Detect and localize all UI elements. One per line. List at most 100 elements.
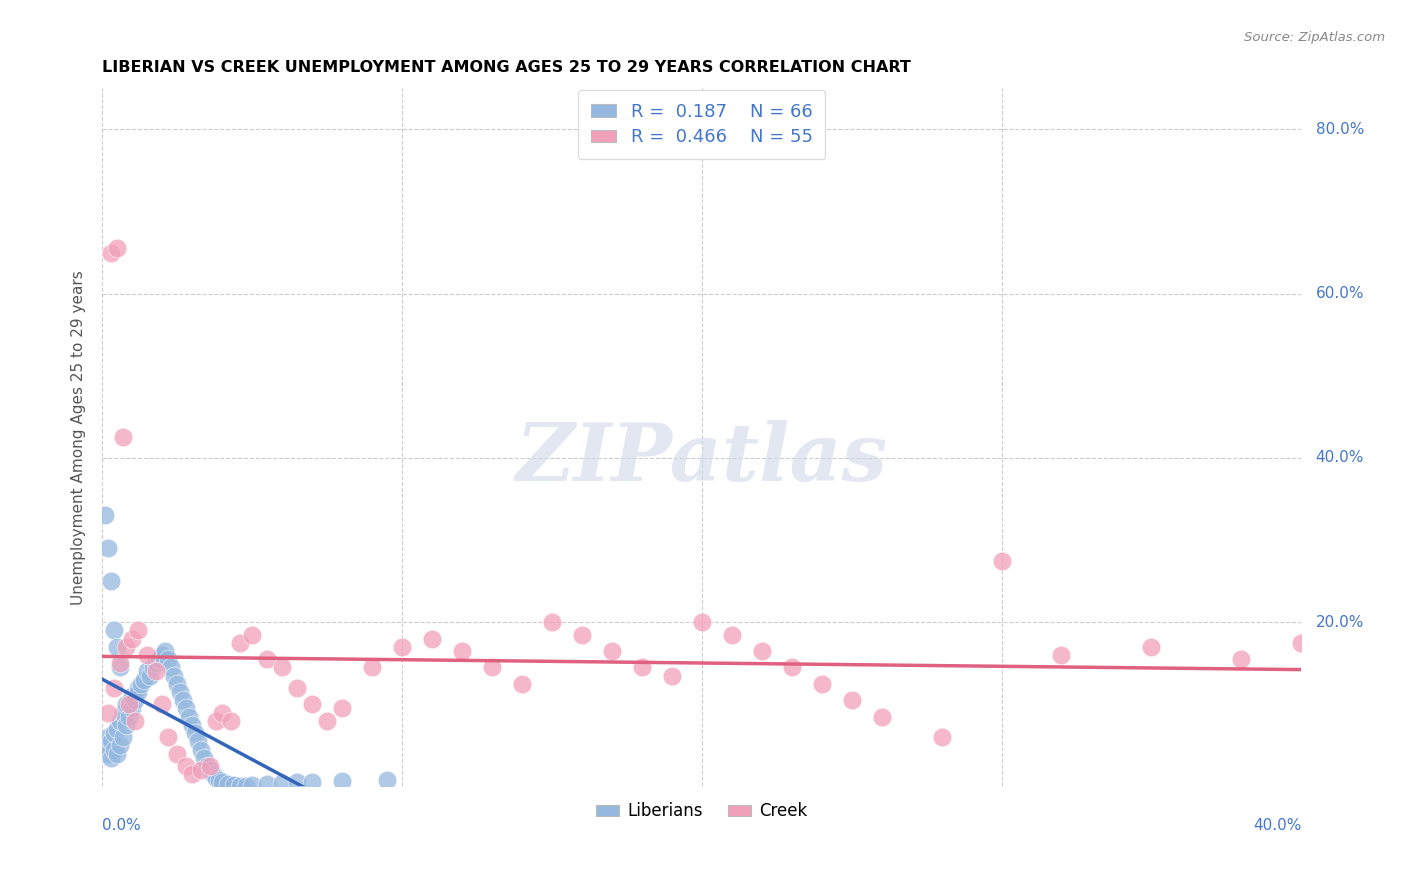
Point [121,701,143,715]
Point [391,640,413,654]
Point [361,660,384,674]
Point [150,698,173,712]
Point [150,648,173,662]
Point [108,739,131,753]
Point [97,747,120,761]
Point [139,668,162,682]
Text: ZIPatlas: ZIPatlas [516,419,887,497]
Point [205,772,228,786]
Point [136,648,159,662]
Point [169,685,191,699]
Point [198,763,221,777]
Point [301,774,323,789]
Point [129,677,152,691]
Point [148,652,170,666]
Point [100,750,122,764]
Point [121,632,143,646]
Text: 0.0%: 0.0% [103,818,141,833]
Point [100,734,122,748]
Point [118,698,141,712]
Point [142,660,165,674]
Point [240,627,263,641]
Point [124,693,146,707]
Y-axis label: Unemployment Among Ages 25 to 29 years: Unemployment Among Ages 25 to 29 years [72,270,86,605]
Point [97,541,120,556]
Point [157,652,180,666]
Point [112,730,135,744]
Point [115,718,138,732]
Text: 20.0%: 20.0% [1316,615,1364,630]
Text: Source: ZipAtlas.com: Source: ZipAtlas.com [1244,31,1385,45]
Point [285,681,308,695]
Point [229,779,252,793]
Point [451,644,474,658]
Point [134,673,156,687]
Point [100,574,122,588]
Point [163,668,186,682]
Point [211,706,233,720]
Point [181,718,204,732]
Point [195,759,218,773]
Point [1050,648,1073,662]
Point [810,677,832,691]
Point [751,644,773,658]
Point [1291,636,1313,650]
Point [145,657,167,671]
Text: 60.0%: 60.0% [1316,286,1364,301]
Point [174,759,197,773]
Point [94,508,117,523]
Point [184,726,207,740]
Point [127,681,149,695]
Point [271,776,294,790]
Point [481,660,503,674]
Point [240,778,263,792]
Point [187,734,209,748]
Point [330,773,353,788]
Point [235,779,257,793]
Point [127,624,149,638]
Point [108,660,131,674]
Point [97,706,120,720]
Point [256,652,278,666]
Point [124,714,146,728]
Point [103,681,125,695]
Point [97,730,120,744]
Point [208,772,231,787]
Point [301,698,323,712]
Point [160,660,183,674]
Point [105,747,128,761]
Point [172,693,194,707]
Point [112,430,135,444]
Point [94,739,117,753]
Text: 40.0%: 40.0% [1253,818,1302,833]
Point [870,709,893,723]
Point [145,665,167,679]
Point [153,644,176,658]
Point [219,714,242,728]
Text: LIBERIAN VS CREEK UNEMPLOYMENT AMONG AGES 25 TO 29 YEARS CORRELATION CHART: LIBERIAN VS CREEK UNEMPLOYMENT AMONG AGE… [103,60,911,75]
Point [202,767,225,781]
Point [330,701,353,715]
Point [990,553,1012,567]
Point [1230,652,1253,666]
Point [205,714,228,728]
Point [136,665,159,679]
Point [198,759,221,773]
Point [510,677,533,691]
Point [127,685,149,699]
Point [108,714,131,728]
Point [179,709,201,723]
Point [256,777,278,791]
Point [571,627,593,641]
Point [224,778,246,792]
Point [661,668,683,682]
Point [600,644,623,658]
Legend: Liberians, Creek: Liberians, Creek [589,796,814,827]
Point [190,742,212,756]
Point [931,730,953,744]
Point [108,657,131,671]
Point [271,660,294,674]
Point [100,245,122,260]
Point [193,750,215,764]
Point [375,772,398,787]
